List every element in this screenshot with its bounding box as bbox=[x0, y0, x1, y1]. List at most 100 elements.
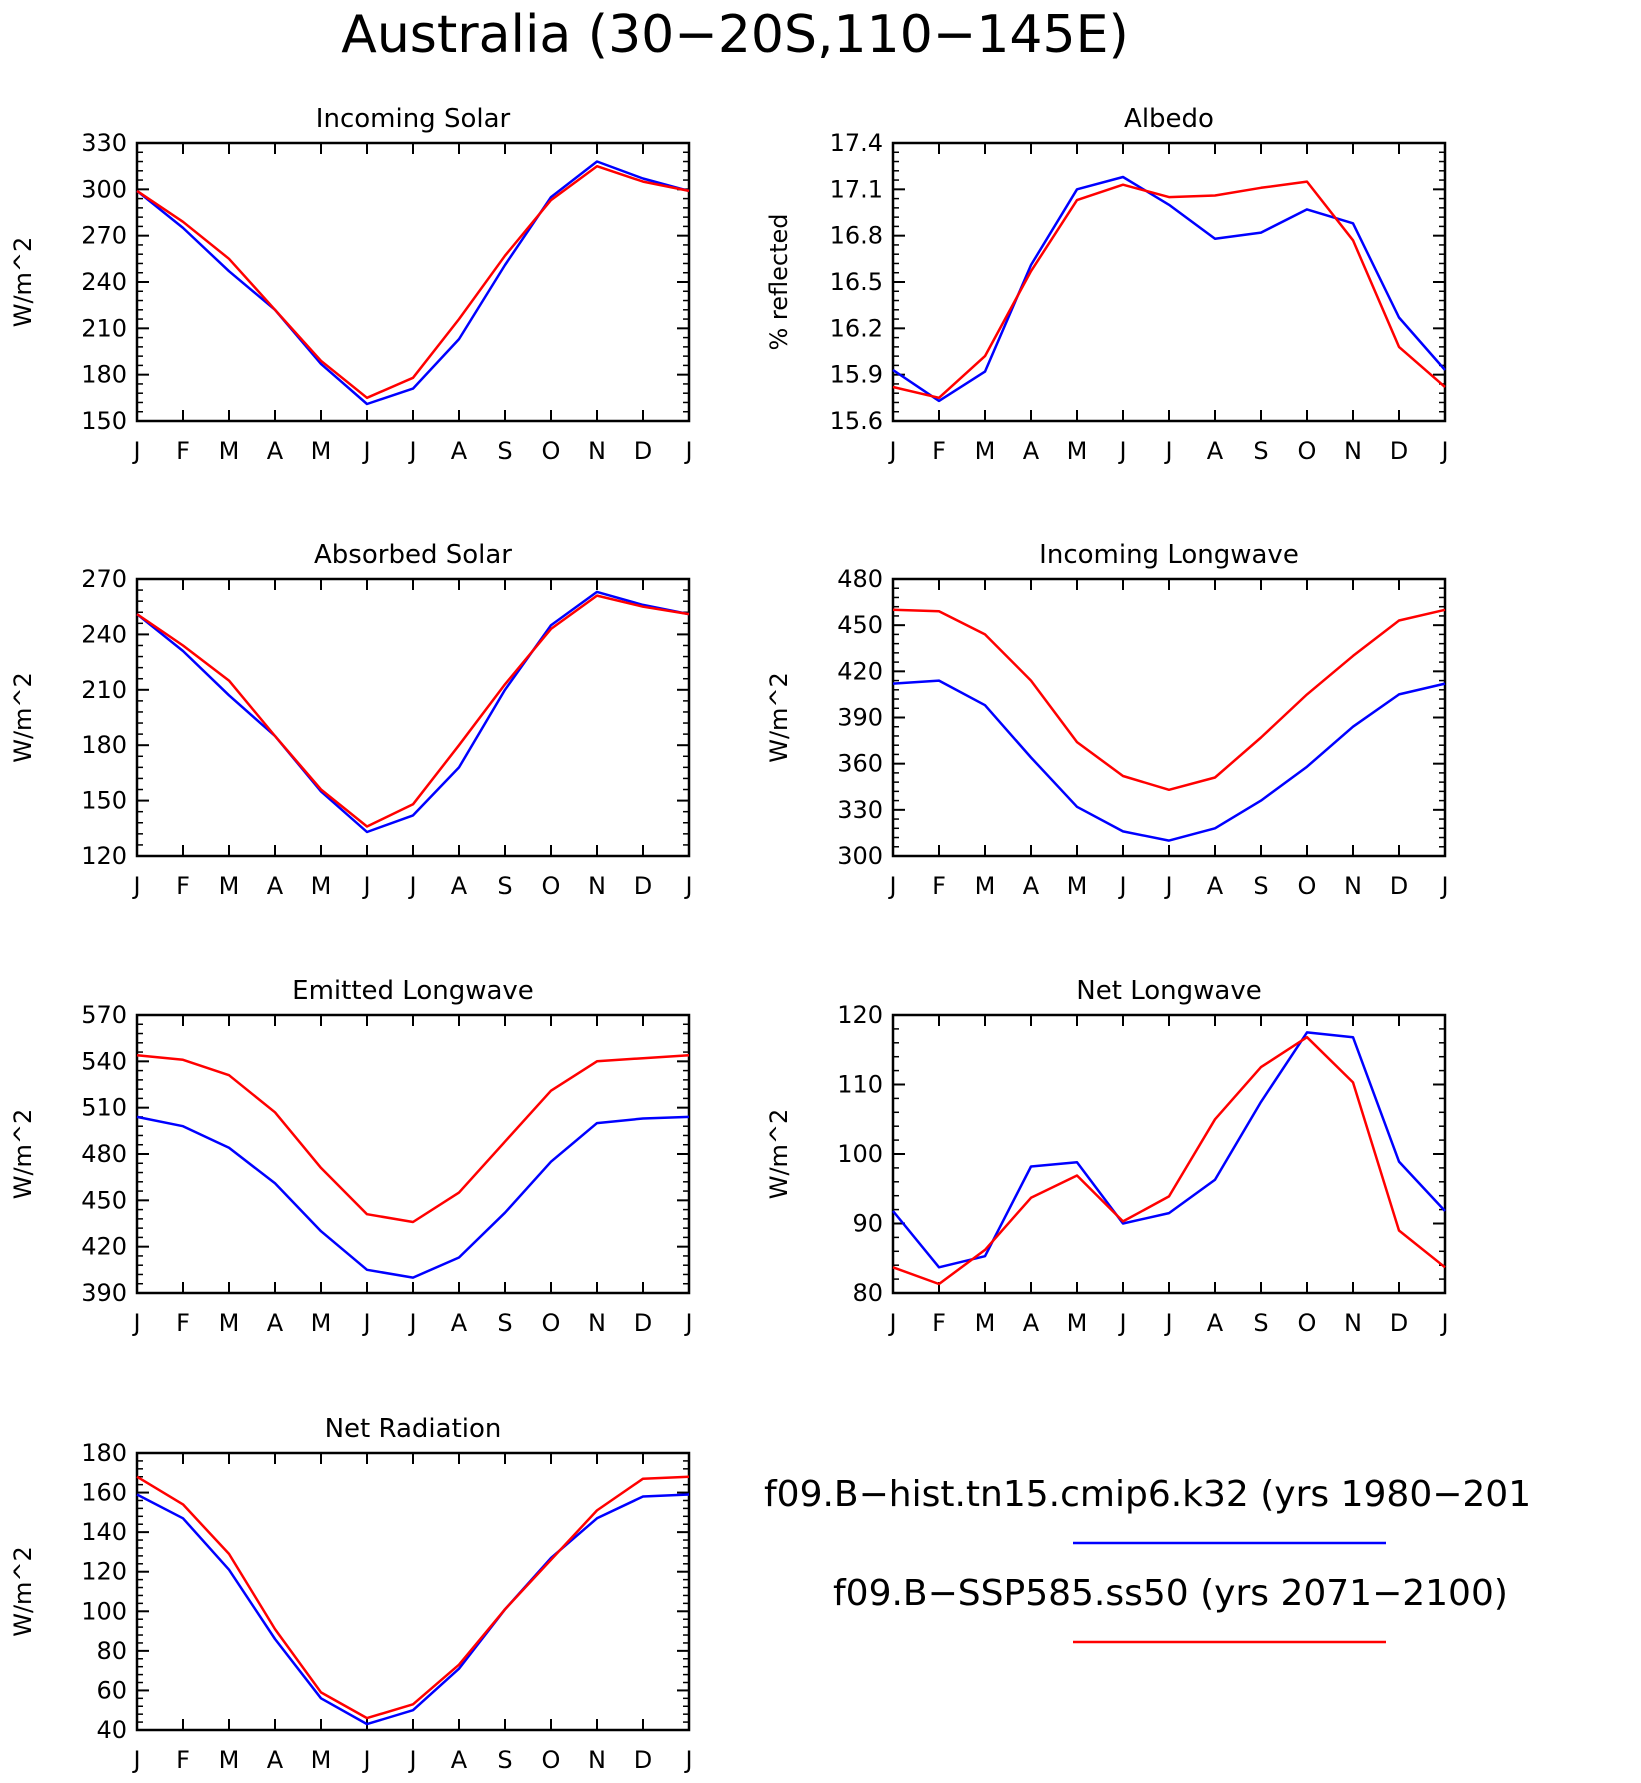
y-tick-label: 300 bbox=[837, 842, 883, 870]
x-tick-label: S bbox=[1253, 1309, 1268, 1337]
x-tick-label: D bbox=[1390, 437, 1408, 465]
x-tick-label: M bbox=[975, 1309, 996, 1337]
chart-title: Net Radiation bbox=[325, 1414, 502, 1444]
x-tick-label: O bbox=[542, 872, 561, 900]
y-tick-label: 570 bbox=[81, 1001, 127, 1029]
x-tick-label: J bbox=[683, 872, 692, 900]
x-tick-label: A bbox=[1023, 1309, 1040, 1337]
figure-title: Australia (30−20S,110−145E) bbox=[341, 5, 1129, 65]
x-tick-label: N bbox=[588, 1309, 606, 1337]
chart-title: Net Longwave bbox=[1076, 976, 1261, 1006]
x-tick-label: J bbox=[1439, 1309, 1448, 1337]
x-tick-label: M bbox=[1067, 1309, 1088, 1337]
x-tick-label: J bbox=[361, 437, 370, 465]
y-axis-label: W/m^2 bbox=[9, 1546, 37, 1637]
series-line-1 bbox=[892, 1031, 1446, 1269]
x-tick-label: O bbox=[1298, 872, 1317, 900]
chart-title: Albedo bbox=[1124, 104, 1214, 134]
y-tick-label: 15.6 bbox=[830, 407, 883, 435]
x-tick-label: J bbox=[407, 1746, 416, 1774]
x-tick-label: A bbox=[451, 437, 468, 465]
series-line-2 bbox=[136, 1053, 690, 1224]
series-line-1 bbox=[136, 160, 690, 406]
x-tick-label: S bbox=[497, 437, 512, 465]
chart-title: Incoming Solar bbox=[316, 104, 511, 134]
x-tick-label: J bbox=[361, 1746, 370, 1774]
y-tick-label: 140 bbox=[81, 1518, 127, 1546]
y-tick-label: 17.4 bbox=[830, 129, 883, 157]
x-tick-label: D bbox=[634, 872, 652, 900]
y-tick-label: 90 bbox=[852, 1210, 883, 1238]
series-line-2 bbox=[892, 608, 1446, 792]
x-tick-label: J bbox=[1117, 872, 1126, 900]
y-tick-label: 540 bbox=[81, 1047, 127, 1075]
y-axis-label: W/m^2 bbox=[9, 1109, 37, 1200]
x-tick-label: F bbox=[176, 1309, 190, 1337]
y-tick-label: 120 bbox=[837, 1001, 883, 1029]
x-tick-label: F bbox=[176, 1746, 190, 1774]
y-tick-label: 16.8 bbox=[830, 222, 883, 250]
y-tick-label: 180 bbox=[81, 361, 127, 389]
x-tick-label: A bbox=[267, 1309, 284, 1337]
x-tick-label: A bbox=[1207, 872, 1224, 900]
y-tick-label: 15.9 bbox=[830, 361, 883, 389]
x-tick-label: J bbox=[407, 1309, 416, 1337]
x-tick-label: M bbox=[975, 872, 996, 900]
x-tick-label: A bbox=[451, 1309, 468, 1337]
x-tick-label: A bbox=[267, 872, 284, 900]
x-tick-label: J bbox=[887, 872, 896, 900]
y-tick-label: 450 bbox=[81, 1186, 127, 1214]
x-tick-label: O bbox=[1298, 437, 1317, 465]
x-tick-label: N bbox=[588, 1746, 606, 1774]
y-tick-label: 150 bbox=[81, 407, 127, 435]
x-tick-label: A bbox=[1207, 437, 1224, 465]
y-tick-label: 510 bbox=[81, 1094, 127, 1122]
x-tick-label: J bbox=[1117, 1309, 1126, 1337]
series-line-1 bbox=[136, 1115, 690, 1279]
y-axis-label: W/m^2 bbox=[9, 237, 37, 328]
x-tick-label: J bbox=[1163, 872, 1172, 900]
x-tick-label: M bbox=[311, 872, 332, 900]
x-tick-label: S bbox=[497, 1309, 512, 1337]
x-tick-label: J bbox=[131, 437, 140, 465]
x-tick-label: O bbox=[542, 437, 561, 465]
y-tick-label: 40 bbox=[96, 1716, 127, 1744]
y-tick-label: 210 bbox=[81, 314, 127, 342]
x-tick-label: J bbox=[131, 872, 140, 900]
y-tick-label: 180 bbox=[81, 1439, 127, 1467]
plot-frame bbox=[891, 577, 1447, 858]
x-tick-label: A bbox=[267, 1746, 284, 1774]
x-tick-label: J bbox=[407, 872, 416, 900]
y-tick-label: 330 bbox=[837, 796, 883, 824]
x-tick-label: S bbox=[1253, 437, 1268, 465]
plot-frame bbox=[135, 1451, 691, 1732]
y-tick-label: 270 bbox=[81, 565, 127, 593]
plot-frame bbox=[135, 141, 691, 423]
series-line-1 bbox=[892, 679, 1446, 842]
x-tick-label: M bbox=[219, 1746, 240, 1774]
chart-title: Incoming Longwave bbox=[1039, 540, 1299, 570]
y-tick-label: 120 bbox=[81, 1558, 127, 1586]
x-tick-label: A bbox=[1023, 872, 1040, 900]
x-tick-label: D bbox=[634, 1746, 652, 1774]
plot-frame bbox=[891, 141, 1447, 423]
y-tick-label: 330 bbox=[81, 129, 127, 157]
x-tick-label: F bbox=[932, 1309, 946, 1337]
y-tick-label: 390 bbox=[837, 704, 883, 732]
series-line-2 bbox=[136, 164, 690, 400]
y-tick-label: 270 bbox=[81, 222, 127, 250]
plot-frame bbox=[135, 1013, 691, 1295]
y-tick-label: 60 bbox=[96, 1676, 127, 1704]
x-tick-label: M bbox=[311, 1309, 332, 1337]
x-tick-label: J bbox=[683, 437, 692, 465]
y-tick-label: 16.2 bbox=[830, 314, 883, 342]
x-tick-label: J bbox=[1439, 872, 1448, 900]
chart-title: Absorbed Solar bbox=[314, 540, 512, 570]
y-axis-label: % reflected bbox=[765, 213, 793, 350]
y-tick-label: 480 bbox=[81, 1140, 127, 1168]
series-line-1 bbox=[136, 1493, 690, 1726]
y-tick-label: 420 bbox=[81, 1233, 127, 1261]
